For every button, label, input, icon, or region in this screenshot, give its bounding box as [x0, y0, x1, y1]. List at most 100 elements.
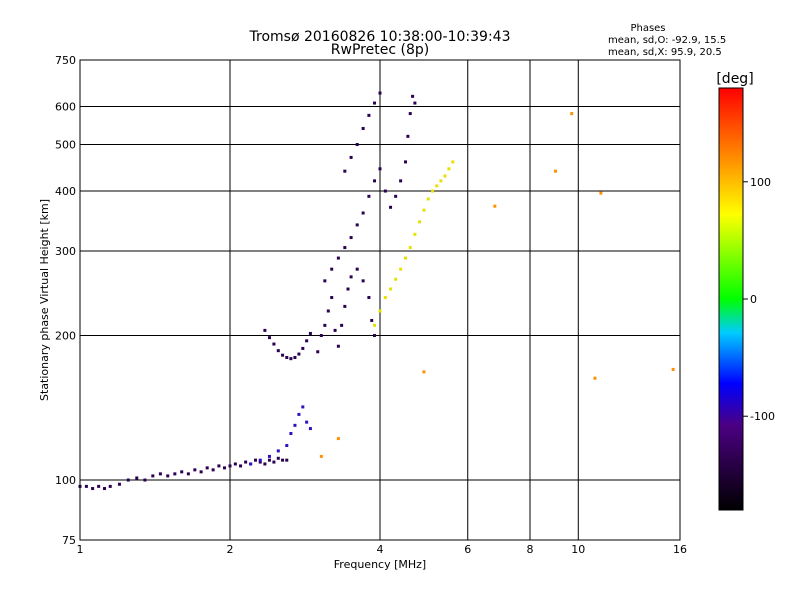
data-point	[308, 427, 312, 431]
data-point	[233, 462, 237, 466]
x-tick-label: 6	[464, 543, 471, 556]
data-point	[570, 112, 574, 116]
data-point	[84, 484, 88, 488]
data-points	[78, 91, 675, 491]
data-point	[346, 287, 350, 291]
data-point	[103, 487, 107, 491]
data-point	[413, 232, 417, 236]
y-tick-label: 600	[55, 101, 76, 114]
data-point	[378, 167, 382, 171]
colorbar	[718, 87, 744, 511]
data-point	[389, 287, 393, 291]
grid-lines	[80, 60, 680, 540]
data-point	[389, 205, 393, 209]
data-point	[180, 470, 184, 474]
x-tick-label: 8	[527, 543, 534, 556]
data-point	[253, 458, 257, 462]
x-tick-label: 2	[227, 543, 234, 556]
data-point	[323, 279, 327, 283]
data-point	[383, 189, 387, 193]
data-point	[151, 474, 155, 478]
data-point	[289, 357, 293, 361]
colorbar-tick-label: 0	[750, 293, 757, 306]
data-point	[447, 167, 451, 171]
data-point	[267, 454, 271, 458]
data-point	[267, 336, 271, 340]
data-point	[367, 296, 371, 300]
data-point	[281, 458, 285, 462]
data-point	[228, 464, 232, 468]
data-point	[399, 267, 403, 271]
data-point	[205, 466, 209, 470]
data-point	[239, 464, 243, 468]
colorbar-tick-label: -100	[750, 410, 775, 423]
data-point	[378, 91, 382, 95]
data-point	[340, 323, 344, 327]
colorbar-label: [deg]	[716, 71, 753, 87]
data-point	[263, 462, 267, 466]
data-point	[435, 184, 439, 188]
data-point	[333, 328, 337, 332]
x-tick-label: 1	[77, 543, 84, 556]
data-point	[599, 191, 603, 195]
data-point	[411, 94, 415, 98]
data-point	[355, 223, 359, 227]
data-point	[211, 468, 215, 472]
data-point	[97, 484, 101, 488]
data-point	[186, 472, 190, 476]
data-point	[166, 474, 170, 478]
data-point	[343, 304, 347, 308]
data-point	[223, 466, 227, 470]
data-point	[323, 323, 327, 327]
data-point	[297, 352, 301, 356]
data-point	[281, 353, 285, 357]
phase-info-o: mean, sd,O: -92.9, 15.5	[608, 35, 726, 46]
data-point	[378, 309, 382, 313]
data-point	[143, 478, 147, 482]
data-point	[373, 179, 377, 183]
data-point	[285, 355, 289, 359]
data-point	[258, 460, 262, 464]
data-point	[316, 350, 320, 354]
data-point	[258, 458, 262, 462]
data-point	[117, 482, 121, 486]
data-point	[308, 331, 312, 335]
data-point	[297, 412, 301, 416]
data-point	[276, 349, 280, 353]
x-axis-label: Frequency [MHz]	[334, 558, 426, 571]
data-point	[408, 112, 412, 116]
data-point	[276, 456, 280, 460]
data-point	[301, 346, 305, 350]
colorbar-ticks: 100 0 -100	[743, 176, 775, 423]
data-point	[330, 267, 334, 271]
data-point	[343, 169, 347, 173]
plot-frame	[79, 59, 681, 541]
phase-info-x: mean, sd,X: 95.9, 20.5	[608, 47, 722, 58]
data-point	[361, 279, 365, 283]
data-point	[413, 101, 417, 105]
data-point	[336, 344, 340, 348]
data-point	[126, 478, 130, 482]
y-axis-label: Stationary phase Virtual Height [km]	[38, 199, 51, 401]
data-point	[305, 339, 309, 343]
data-point	[263, 328, 267, 332]
x-tick-labels: 1 2 4 6 8 10 16	[77, 543, 688, 556]
data-point	[349, 275, 353, 279]
data-point	[367, 113, 371, 117]
data-point	[173, 472, 177, 476]
y-tick-label: 750	[55, 54, 76, 67]
data-point	[403, 160, 407, 164]
data-point	[276, 449, 280, 453]
data-point	[671, 367, 675, 371]
data-point	[373, 323, 377, 327]
data-point	[343, 246, 347, 250]
data-point	[394, 277, 398, 281]
data-point	[399, 179, 403, 183]
data-point	[285, 458, 289, 462]
data-point	[493, 204, 497, 208]
data-point	[422, 208, 426, 212]
data-point	[285, 444, 289, 448]
data-point	[249, 462, 253, 466]
data-point	[417, 220, 421, 224]
